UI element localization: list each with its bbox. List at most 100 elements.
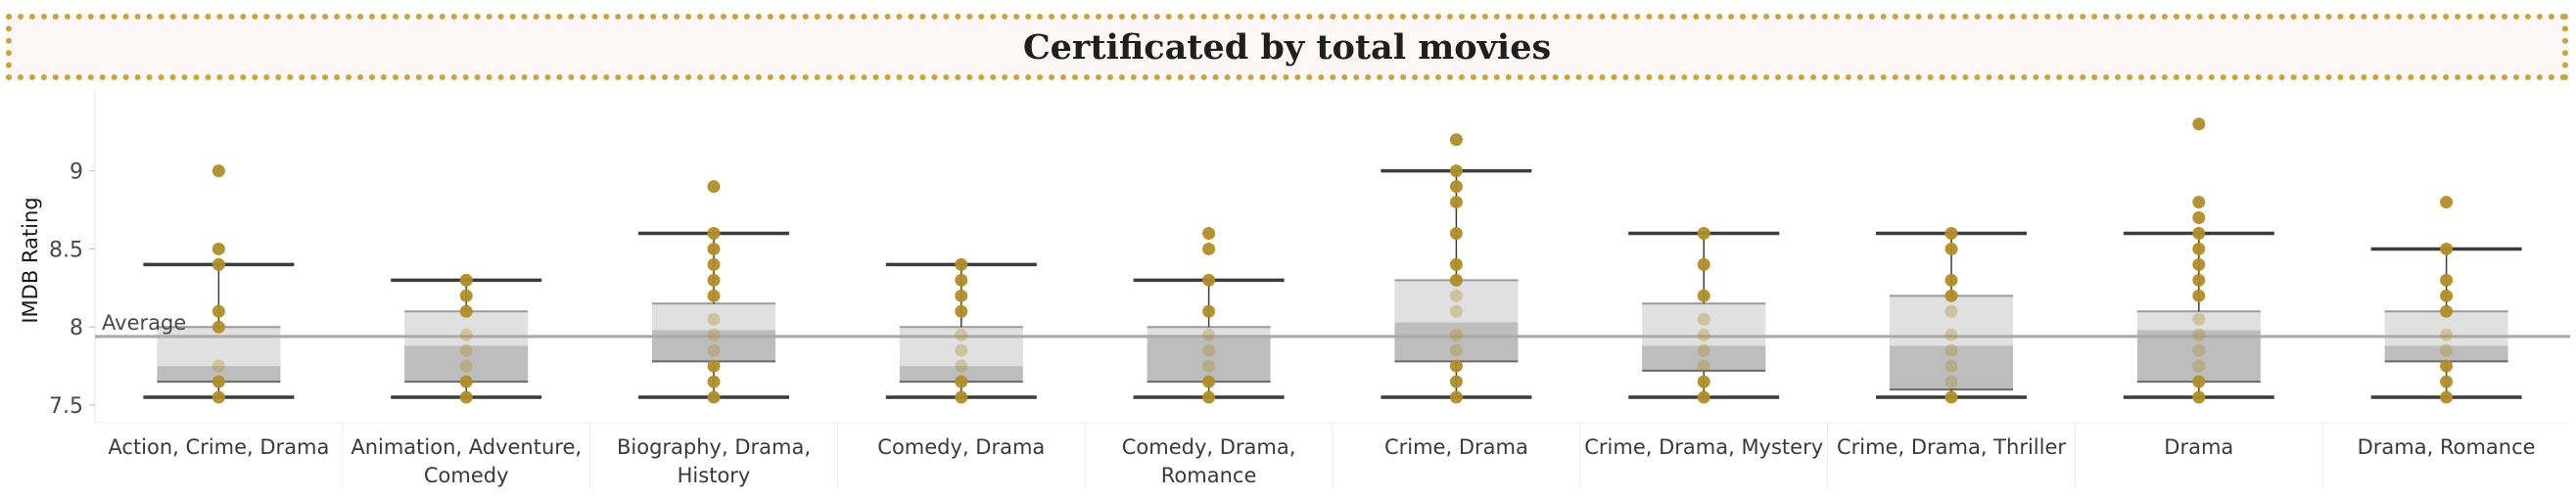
data-point (1449, 226, 1463, 240)
data-point (2192, 117, 2206, 131)
category-label: Comedy, Drama, (1122, 435, 1296, 459)
data-point (2440, 328, 2454, 341)
data-point (1697, 359, 1710, 373)
box-upper-quartile (1147, 327, 1271, 336)
data-point (955, 359, 968, 373)
data-point (707, 257, 721, 271)
data-point (459, 390, 473, 404)
category-label: Comedy, Drama (877, 435, 1045, 459)
data-point (1202, 328, 1216, 341)
data-point (707, 328, 721, 341)
data-point (2192, 375, 2206, 388)
data-point (955, 375, 968, 388)
box-upper-quartile (1642, 303, 1766, 346)
data-point (2192, 257, 2206, 271)
category-label: Drama, Romance (2358, 435, 2536, 459)
data-point (1202, 226, 1216, 240)
category-label: Action, Crime, Drama (108, 435, 329, 459)
data-point (211, 304, 225, 318)
data-point (707, 180, 721, 194)
data-point (1944, 375, 1958, 388)
data-point (707, 242, 721, 255)
data-point (459, 343, 473, 357)
data-point (1697, 375, 1710, 388)
average-reference-label: Average (102, 311, 186, 335)
box-lower-quartile (899, 366, 1023, 383)
data-point (2440, 390, 2454, 404)
data-point (1697, 328, 1710, 341)
data-point (1944, 343, 1958, 357)
data-point (1449, 196, 1463, 209)
category-label: Comedy (424, 464, 509, 487)
category-label: Drama (2164, 435, 2233, 459)
chart-title-banner: Certificated by total movies (6, 14, 2568, 80)
data-point (2192, 328, 2206, 341)
data-point (2192, 226, 2206, 240)
data-point (707, 273, 721, 287)
data-point (1944, 359, 1958, 373)
data-point (2440, 273, 2454, 287)
data-point (2440, 242, 2454, 255)
data-point (1449, 180, 1463, 194)
data-point (2440, 289, 2454, 302)
data-point (1202, 304, 1216, 318)
data-point (1697, 343, 1710, 357)
data-point (1202, 359, 1216, 373)
data-point (1449, 289, 1463, 302)
data-point (955, 257, 968, 271)
box-plot-boxes (157, 279, 2508, 391)
data-point (1944, 328, 1958, 341)
data-point (955, 328, 968, 341)
category-label: Animation, Adventure, (351, 435, 582, 459)
data-point (211, 390, 225, 404)
box-lower-quartile (1394, 322, 1519, 362)
data-points (211, 117, 2454, 404)
data-point (2192, 289, 2206, 302)
category-label: Romance (1161, 464, 1257, 487)
box-upper-quartile (1394, 280, 1519, 323)
y-axis-title: IMDB Rating (19, 197, 42, 323)
category-label: Biography, Drama, (617, 435, 811, 459)
data-point (955, 289, 968, 302)
data-point (1697, 312, 1710, 326)
data-point (211, 320, 225, 334)
category-label: History (678, 464, 751, 487)
data-point (211, 164, 225, 178)
data-point (707, 343, 721, 357)
data-point (1449, 257, 1463, 271)
data-point (2192, 359, 2206, 373)
data-point (211, 242, 225, 255)
data-point (2192, 343, 2206, 357)
data-point (1697, 289, 1710, 302)
data-point (1449, 375, 1463, 388)
y-tick-label: 9 (70, 160, 83, 185)
y-tick-label: 8 (70, 316, 83, 340)
box-lower-quartile (1147, 335, 1271, 383)
data-point (459, 359, 473, 373)
data-point (1697, 226, 1710, 240)
data-point (1202, 242, 1216, 255)
box-upper-quartile (2136, 311, 2261, 331)
data-point (2192, 312, 2206, 326)
box-upper-quartile (899, 327, 1023, 367)
data-point (1944, 390, 1958, 404)
box-lower-quartile (2136, 330, 2261, 383)
data-point (211, 257, 225, 271)
data-point (459, 328, 473, 341)
data-point (2192, 273, 2206, 287)
data-point (1944, 304, 1958, 318)
data-point (707, 375, 721, 388)
data-point (707, 359, 721, 373)
data-point (1449, 359, 1463, 373)
data-point (707, 226, 721, 240)
data-point (2440, 343, 2454, 357)
data-point (2440, 304, 2454, 318)
category-label: Crime, Drama, Mystery (1584, 435, 1823, 459)
data-point (1202, 273, 1216, 287)
data-point (2440, 359, 2454, 373)
data-point (2192, 211, 2206, 225)
y-tick-label: 8.5 (49, 238, 83, 262)
data-point (707, 390, 721, 404)
data-point (459, 289, 473, 302)
data-point (211, 359, 225, 373)
